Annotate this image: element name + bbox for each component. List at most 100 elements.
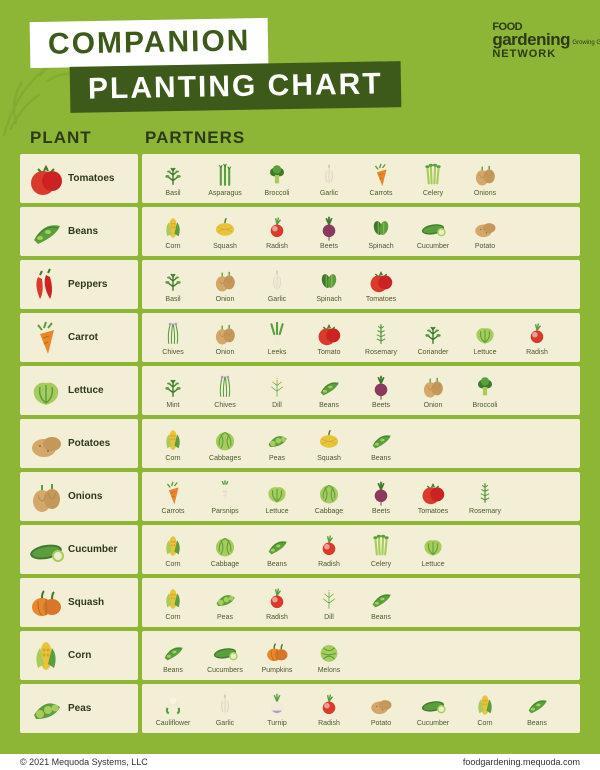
partner-name: Corn xyxy=(165,561,180,568)
plant-name: Peas xyxy=(68,703,91,714)
partner-name: Cabbage xyxy=(211,561,239,568)
partner-name: Beans xyxy=(319,402,339,409)
beans-icon xyxy=(159,638,187,666)
cauliflower-icon xyxy=(159,691,187,719)
partners-cell: Corn Cabbages Peas Squash Beans xyxy=(142,419,580,468)
plant-cell: Cucumber xyxy=(20,525,138,574)
lettuce-icon xyxy=(263,479,291,507)
partner-item: Pumpkins xyxy=(254,638,300,674)
partner-name: Dill xyxy=(324,614,334,621)
broccoli-icon xyxy=(263,161,291,189)
partner-item: Asparagus xyxy=(202,161,248,197)
partner-item: Lettuce xyxy=(410,532,456,568)
partner-name: Lettuce xyxy=(422,561,445,568)
peas-icon xyxy=(263,426,291,454)
carrot-icon xyxy=(26,318,66,358)
partner-item: Beans xyxy=(150,638,196,674)
plant-cell: Carrot xyxy=(20,313,138,362)
partner-item: Lettuce xyxy=(254,479,300,515)
partner-item: Spinach xyxy=(358,214,404,250)
carrot-icon xyxy=(367,161,395,189)
leek-icon xyxy=(263,320,291,348)
brand-tagline: Growing Good Food at Home xyxy=(572,40,600,46)
table-row: Peppers Basil Onion Garlic Spinach Tomat… xyxy=(20,260,580,309)
melon-icon xyxy=(315,638,343,666)
partner-name: Cucumber xyxy=(417,243,449,250)
plant-cell: Potatoes xyxy=(20,419,138,468)
pepper-icon xyxy=(26,265,66,305)
partner-item: Corn xyxy=(150,426,196,462)
corn-icon xyxy=(471,691,499,719)
partner-name: Squash xyxy=(213,243,237,250)
partner-item: Parsnips xyxy=(202,479,248,515)
partner-item: Carrots xyxy=(358,161,404,197)
corn-icon xyxy=(159,214,187,242)
partner-name: Basil xyxy=(165,296,180,303)
herb-icon xyxy=(159,161,187,189)
table-row: Carrot Chives Onion Leeks Tomato Rosemar… xyxy=(20,313,580,362)
cabbage-icon xyxy=(211,426,239,454)
potato-icon xyxy=(471,214,499,242)
footer: © 2021 Mequoda Systems, LLC foodgardenin… xyxy=(0,754,600,770)
plant-cell: Peas xyxy=(20,684,138,733)
onion-icon xyxy=(471,161,499,189)
partner-name: Peas xyxy=(217,614,233,621)
partner-item: Onion xyxy=(202,267,248,303)
partner-item: Beets xyxy=(358,479,404,515)
potato-icon xyxy=(367,691,395,719)
table-row: Potatoes Corn Cabbages Peas Squash Beans xyxy=(20,419,580,468)
onion-icon xyxy=(26,477,66,517)
header: COMPANION PLANTING CHART FOOD gardening … xyxy=(0,0,600,120)
partner-item: Rosemary xyxy=(462,479,508,515)
partner-item: Radish xyxy=(254,585,300,621)
partner-item: Celery xyxy=(410,161,456,197)
partner-name: Garlic xyxy=(216,720,234,727)
peas-icon xyxy=(211,585,239,613)
partners-cell: Chives Onion Leeks Tomato Rosemary Coria… xyxy=(142,313,580,362)
title-line-2: PLANTING CHART xyxy=(70,61,401,113)
partner-item: Broccoli xyxy=(462,373,508,409)
partner-name: Radish xyxy=(318,561,340,568)
partner-name: Garlic xyxy=(320,190,338,197)
tomato-icon xyxy=(367,267,395,295)
beans-icon xyxy=(367,426,395,454)
plant-cell: Lettuce xyxy=(20,366,138,415)
partner-item: Beans xyxy=(254,532,300,568)
herb-icon xyxy=(419,320,447,348)
planting-table: Tomatoes Basil Asparagus Broccoli Garlic… xyxy=(0,154,600,733)
partner-name: Basil xyxy=(165,190,180,197)
partner-name: Radish xyxy=(318,720,340,727)
onion-icon xyxy=(211,267,239,295)
plant-cell: Beans xyxy=(20,207,138,256)
partner-name: Onion xyxy=(216,296,235,303)
dill-icon xyxy=(263,373,291,401)
partner-name: Beans xyxy=(163,667,183,674)
partner-name: Spinach xyxy=(316,296,341,303)
partner-name: Beans xyxy=(527,720,547,727)
partner-item: Leeks xyxy=(254,320,300,356)
plant-name: Carrot xyxy=(68,332,98,343)
partner-name: Radish xyxy=(266,614,288,621)
partner-name: Chives xyxy=(162,349,183,356)
celery-icon xyxy=(367,532,395,560)
partner-name: Cabbage xyxy=(315,508,343,515)
lettuce-icon xyxy=(419,532,447,560)
partner-item: Cucumber xyxy=(410,214,456,250)
brand-network: NETWORK xyxy=(492,49,570,59)
partner-name: Lettuce xyxy=(474,349,497,356)
partner-item: Rosemary xyxy=(358,320,404,356)
plant-name: Cucumber xyxy=(68,544,117,555)
partners-cell: Basil Asparagus Broccoli Garlic Carrots … xyxy=(142,154,580,203)
partner-name: Onion xyxy=(216,349,235,356)
partner-item: Radish xyxy=(306,691,352,727)
partner-name: Spinach xyxy=(368,243,393,250)
radish-icon xyxy=(315,691,343,719)
footer-url: foodgardening.mequoda.com xyxy=(463,757,580,767)
brand-logo: FOOD gardening NETWORK Growing Good Food… xyxy=(492,22,570,59)
plant-cell: Tomatoes xyxy=(20,154,138,203)
plant-cell: Onions xyxy=(20,472,138,521)
partner-item: Beets xyxy=(306,214,352,250)
plant-name: Lettuce xyxy=(68,385,104,396)
partner-item: Beans xyxy=(358,585,404,621)
radish-icon xyxy=(523,320,551,348)
